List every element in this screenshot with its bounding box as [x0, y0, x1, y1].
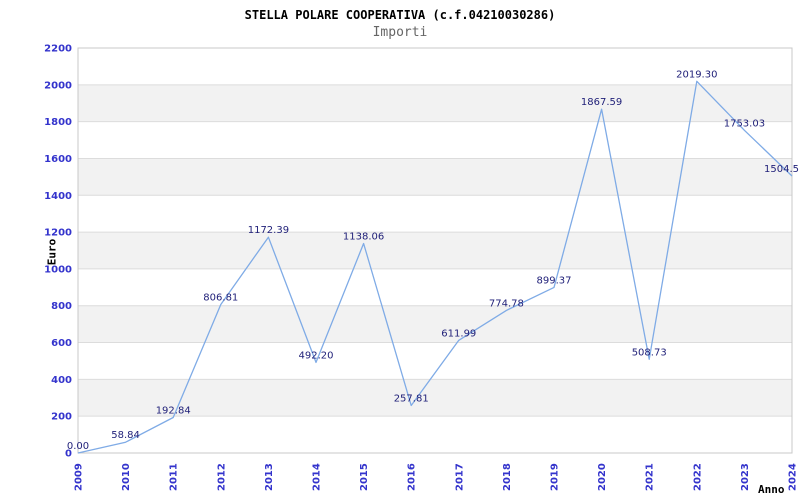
- data-line: [77, 80, 793, 454]
- chart-title: STELLA POLARE COOPERATIVA (c.f.042100302…: [244, 8, 556, 22]
- data-point-label: 806.81: [203, 293, 238, 304]
- plot-band: [78, 305, 792, 343]
- data-point-label: 1753.03: [724, 118, 765, 129]
- x-tick-label: 2024: [788, 463, 799, 491]
- x-tick-label: 2013: [264, 463, 275, 491]
- y-tick-label: 1600: [44, 154, 72, 165]
- data-point-label: 1138.06: [343, 232, 384, 243]
- y-tick-label: 2000: [44, 80, 72, 91]
- x-tick-label: 2015: [359, 463, 370, 491]
- data-point-label: 508.73: [632, 347, 667, 358]
- x-tick-label: 2016: [407, 463, 418, 491]
- y-tick-label: 400: [51, 375, 72, 386]
- y-tick-label: 800: [51, 301, 72, 312]
- data-point-label: 58.84: [111, 430, 140, 441]
- y-tick-label: 600: [51, 338, 72, 349]
- plot-band: [78, 232, 792, 269]
- data-point-label: 899.37: [537, 275, 572, 286]
- plot-border: [77, 47, 793, 454]
- x-tick-label: 2021: [645, 463, 656, 491]
- y-tick-label: 1200: [44, 228, 72, 239]
- data-point-label: 611.99: [441, 328, 476, 339]
- x-tick-label: 2017: [454, 463, 465, 491]
- y-tick-label: 0: [65, 449, 72, 460]
- x-tick-label: 2011: [169, 463, 180, 491]
- data-point-label: 1504.5: [764, 164, 799, 175]
- x-tick-label: 2018: [502, 463, 513, 491]
- x-tick-label: 2022: [692, 463, 703, 491]
- data-point-label: 492.20: [299, 350, 334, 361]
- y-tick-label: 1000: [44, 264, 72, 275]
- plot-band: [78, 379, 792, 417]
- plot-band: [78, 84, 792, 122]
- data-point-label: 1867.59: [581, 97, 622, 108]
- y-tick-label: 1800: [44, 117, 72, 128]
- data-point-label: 257.81: [394, 394, 429, 405]
- data-point-label: 192.84: [156, 406, 191, 417]
- data-point-label: 0.00: [67, 441, 89, 452]
- x-axis-title: Anno: [758, 483, 785, 496]
- x-tick-label: 2019: [550, 463, 561, 491]
- y-tick-label: 200: [51, 412, 72, 423]
- plot-band: [78, 158, 792, 196]
- x-tick-label: 2020: [597, 463, 608, 491]
- y-tick-label: 2200: [44, 44, 72, 55]
- y-axis-title: Euro: [45, 238, 59, 266]
- x-tick-label: 2009: [74, 463, 85, 491]
- x-tick-label: 2010: [121, 463, 132, 491]
- data-point-label: 1172.39: [248, 225, 289, 236]
- data-point-label: 2019.30: [676, 69, 717, 80]
- x-tick-label: 2014: [312, 463, 323, 491]
- x-tick-label: 2012: [216, 463, 227, 491]
- chart-subtitle: Importi: [372, 25, 428, 40]
- x-tick-label: 2023: [740, 463, 751, 491]
- y-tick-label: 1400: [44, 191, 72, 202]
- data-point-label: 774.78: [489, 298, 524, 309]
